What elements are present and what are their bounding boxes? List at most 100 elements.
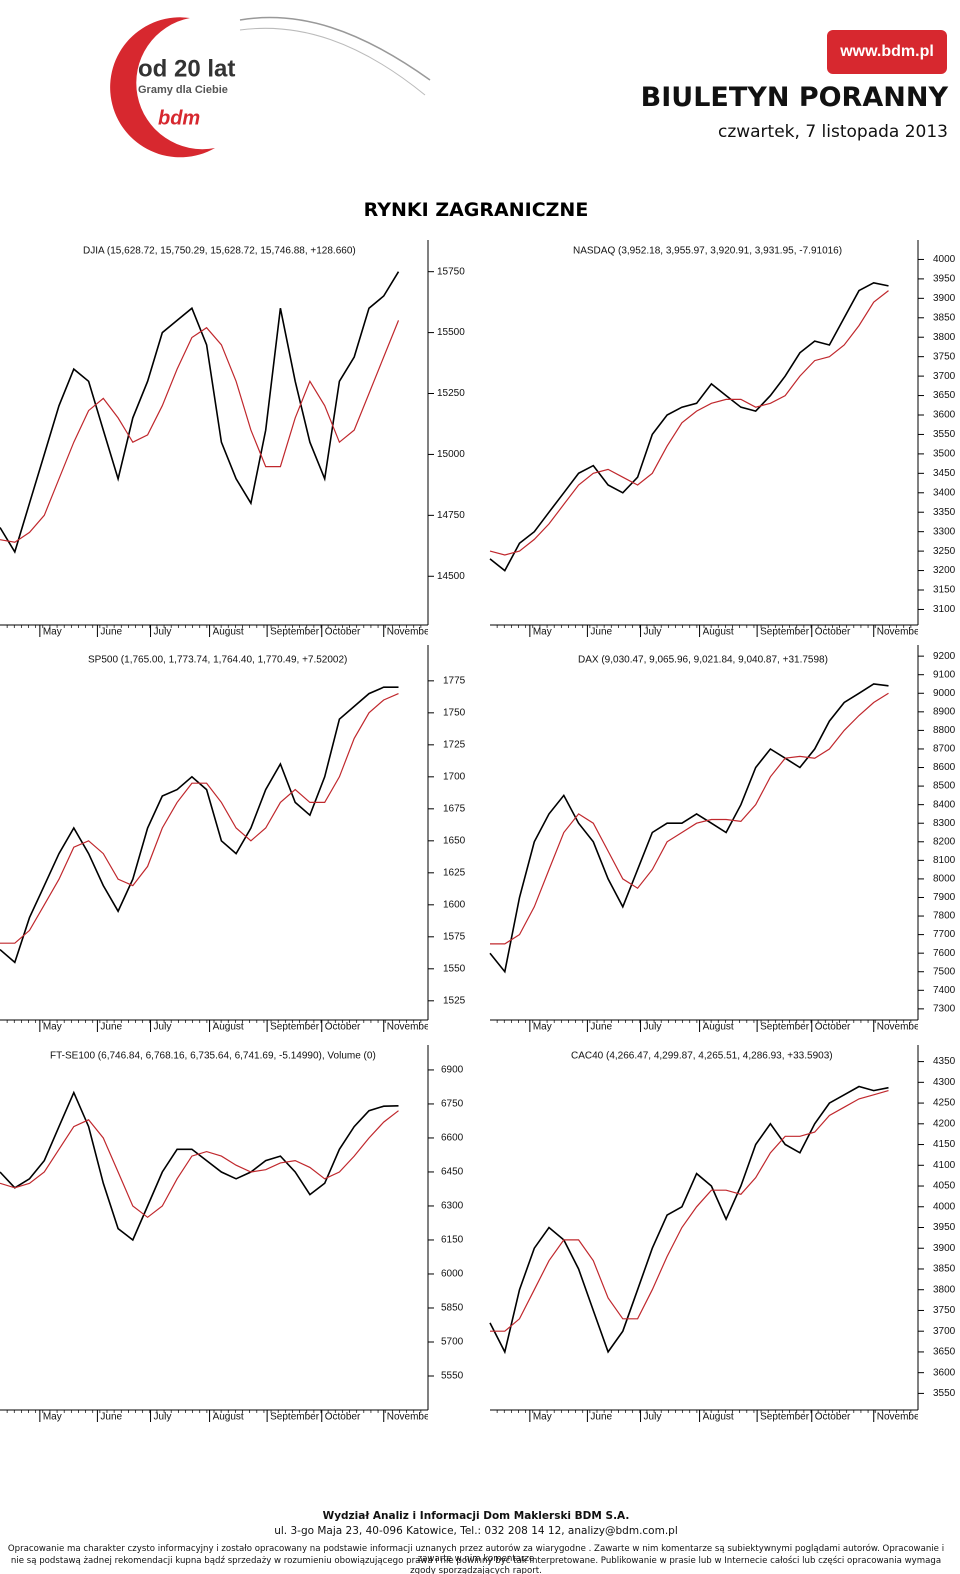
- y-tick-label: 3700: [933, 371, 956, 382]
- section-title: RYNKI ZAGRANICZNE: [363, 199, 589, 221]
- y-tick-label: 1525: [443, 995, 466, 1006]
- y-tick-label: 1625: [443, 867, 466, 878]
- y-tick-label: 4200: [933, 1118, 956, 1129]
- x-tick-label: August: [213, 627, 244, 638]
- x-tick-label: May: [43, 1022, 62, 1033]
- price-line: [0, 320, 400, 543]
- chart: DAX (9,030.47, 9,065.96, 9,021.84, 9,040…: [489, 645, 956, 1033]
- y-tick-label: 3600: [933, 1367, 956, 1378]
- y-tick-label: 3850: [933, 312, 956, 323]
- y-tick-label: 9200: [933, 651, 956, 662]
- y-tick-label: 6000: [441, 1269, 464, 1280]
- y-tick-label: 3750: [933, 1305, 956, 1316]
- x-tick-label: September: [760, 1022, 810, 1033]
- y-tick-label: 3700: [933, 1326, 956, 1337]
- y-tick-label: 3800: [933, 1284, 956, 1295]
- y-tick-label: 3600: [933, 410, 956, 421]
- y-tick-label: 8100: [933, 855, 956, 866]
- y-tick-label: 7600: [933, 948, 956, 959]
- x-tick-label: October: [815, 1022, 851, 1033]
- x-tick-label: October: [325, 1022, 361, 1033]
- y-tick-label: 15250: [437, 388, 465, 399]
- x-tick-label: August: [703, 1412, 734, 1423]
- y-tick-label: 3750: [933, 351, 956, 362]
- y-tick-label: 8500: [933, 781, 956, 792]
- x-tick-label: September: [270, 1022, 320, 1033]
- y-tick-label: 3800: [933, 332, 956, 343]
- y-tick-label: 1675: [443, 803, 466, 814]
- y-tick-label: 1750: [443, 707, 466, 718]
- y-tick-label: 3550: [933, 1388, 956, 1399]
- price-line: [0, 686, 399, 964]
- y-tick-label: 7700: [933, 929, 956, 940]
- y-tick-label: 1650: [443, 835, 466, 846]
- x-tick-label: July: [154, 1022, 172, 1033]
- x-tick-label: June: [100, 627, 122, 638]
- price-line: [490, 1090, 889, 1332]
- y-tick-label: 3650: [933, 390, 956, 401]
- y-tick-label: 1550: [443, 963, 466, 974]
- y-tick-label: 7800: [933, 911, 956, 922]
- x-tick-label: September: [760, 627, 810, 638]
- y-tick-label: 15500: [437, 327, 465, 338]
- x-tick-label: July: [644, 1412, 662, 1423]
- price-line: [490, 692, 889, 945]
- y-tick-label: 3900: [933, 1243, 956, 1254]
- y-tick-label: 3950: [933, 274, 956, 285]
- x-tick-label: October: [325, 627, 361, 638]
- y-tick-label: 4000: [933, 1201, 956, 1212]
- y-tick-label: 3500: [933, 449, 956, 460]
- y-tick-label: 3300: [933, 526, 956, 537]
- x-tick-label: November: [387, 1022, 434, 1033]
- bulletin-date: czwartek, 7 listopada 2013: [717, 122, 948, 142]
- x-tick-label: May: [533, 1412, 552, 1423]
- x-tick-label: August: [213, 1412, 244, 1423]
- y-tick-label: 8300: [933, 818, 956, 829]
- x-tick-label: July: [644, 1022, 662, 1033]
- x-tick-label: June: [590, 1022, 612, 1033]
- y-tick-label: 8700: [933, 744, 956, 755]
- x-tick-label: May: [533, 627, 552, 638]
- y-tick-label: 3550: [933, 429, 956, 440]
- price-line: [0, 693, 399, 944]
- y-tick-label: 15000: [437, 449, 465, 460]
- y-tick-label: 8200: [933, 836, 956, 847]
- logo-notes: [239, 27, 426, 96]
- y-tick-label: 3650: [933, 1347, 956, 1358]
- y-tick-label: 1575: [443, 931, 466, 942]
- y-tick-label: 3100: [933, 604, 956, 615]
- price-line: [489, 683, 889, 974]
- x-tick-label: July: [644, 627, 662, 638]
- x-tick-label: August: [703, 1022, 734, 1033]
- chart: DJIA (15,628.72, 15,750.29, 15,628.72, 1…: [0, 240, 465, 638]
- y-tick-label: 1725: [443, 739, 466, 750]
- x-tick-label: October: [815, 627, 851, 638]
- chart: FT-SE100 (6,746.84, 6,768.16, 6,735.64, …: [0, 1045, 464, 1423]
- x-tick-label: July: [154, 627, 172, 638]
- y-tick-label: 6300: [441, 1201, 464, 1212]
- footer-line: Wydział Analiz i Informacji Dom Maklersk…: [322, 1510, 630, 1522]
- website[interactable]: www.bdm.pl: [827, 30, 947, 74]
- y-tick-label: 7900: [933, 892, 956, 903]
- y-tick-label: 8800: [933, 725, 956, 736]
- y-tick-label: 3150: [933, 585, 956, 596]
- price-line: [0, 1110, 399, 1219]
- footer-line: nie są podstawą żadnej rekomendacji kupn…: [10, 1556, 942, 1574]
- logo-brand: bdm: [158, 107, 200, 129]
- y-tick-label: 1775: [443, 675, 466, 686]
- chart: SP500 (1,765.00, 1,773.74, 1,764.40, 1,7…: [0, 645, 466, 1033]
- y-tick-label: 4050: [933, 1181, 956, 1192]
- chart-title: DAX (9,030.47, 9,065.96, 9,021.84, 9,040…: [578, 655, 828, 666]
- y-tick-label: 6900: [441, 1065, 464, 1076]
- logo-text: od 20 lat: [138, 55, 235, 82]
- footer-line: ul. 3-go Maja 23, 40-096 Katowice, Tel.:…: [274, 1525, 678, 1537]
- chart-title: SP500 (1,765.00, 1,773.74, 1,764.40, 1,7…: [88, 655, 347, 666]
- y-tick-label: 1600: [443, 899, 466, 910]
- chart-title: NASDAQ (3,952.18, 3,955.97, 3,920.91, 3,…: [573, 246, 842, 257]
- x-tick-label: August: [213, 1022, 244, 1033]
- logo-tagline: Gramy dla Ciebie: [138, 84, 228, 96]
- y-tick-label: 14750: [437, 510, 465, 521]
- x-tick-label: May: [43, 627, 62, 638]
- y-tick-label: 8400: [933, 799, 956, 810]
- y-tick-label: 6600: [441, 1133, 464, 1144]
